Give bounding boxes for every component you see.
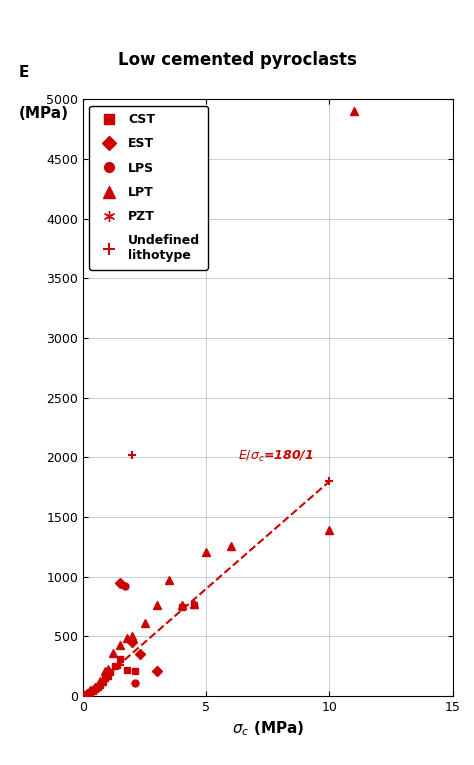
Text: (MPa): (MPa): [19, 106, 69, 121]
Text: $E/\sigma_c$=180/1: $E/\sigma_c$=180/1: [238, 449, 314, 464]
Legend: CST, EST, LPS, LPT, PZT, Undefined
lithotype: CST, EST, LPS, LPT, PZT, Undefined litho…: [89, 106, 208, 270]
Text: Low cemented pyroclasts: Low cemented pyroclasts: [118, 50, 356, 69]
X-axis label: $\sigma_c$ (MPa): $\sigma_c$ (MPa): [231, 720, 304, 738]
Text: E: E: [19, 65, 29, 80]
